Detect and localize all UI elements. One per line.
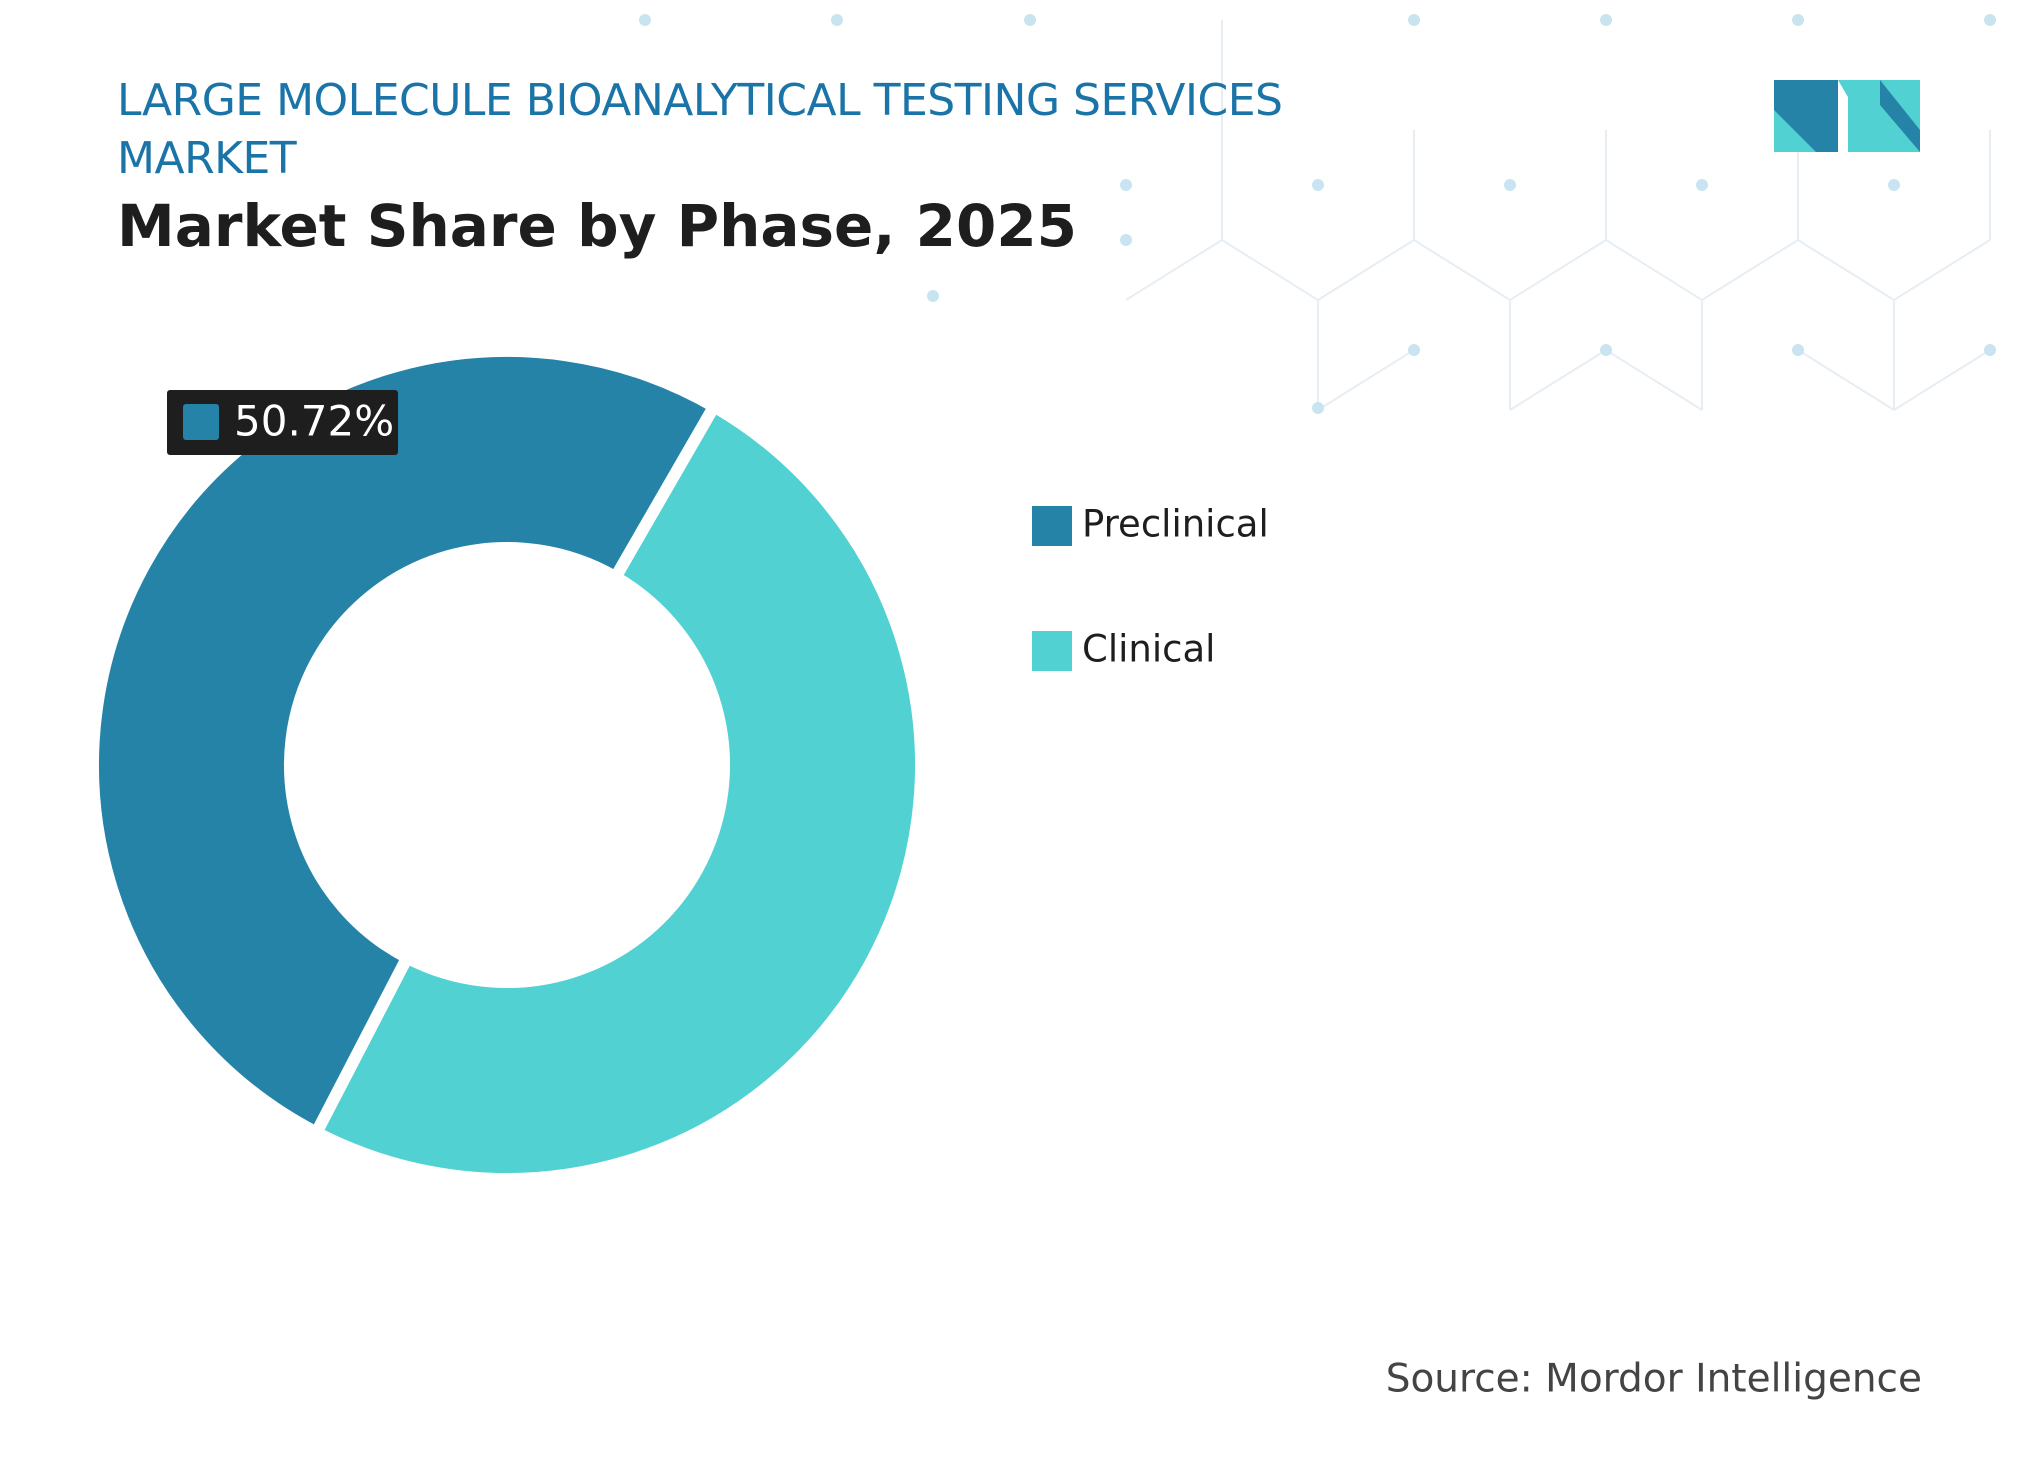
legend-swatch [1032, 506, 1072, 546]
background-dots [639, 14, 1996, 414]
chart-subtitle: Market Share by Phase, 2025 [117, 192, 1078, 260]
data-label-swatch [183, 404, 219, 440]
legend-swatch [1032, 631, 1072, 671]
logo [1774, 80, 1920, 152]
data-label: 50.72% [234, 397, 394, 446]
source: Source: Mordor Intelligence [1386, 1357, 1922, 1402]
donut-segment [87, 345, 723, 1141]
chart-title: LARGE MOLECULE BIOANALYTICAL TESTING SER… [117, 75, 1283, 184]
donut-segment [308, 398, 927, 1185]
legend-label: Clinical [1082, 628, 1215, 671]
legend-label: Preclinical [1082, 503, 1269, 546]
data-label-box [167, 390, 398, 455]
